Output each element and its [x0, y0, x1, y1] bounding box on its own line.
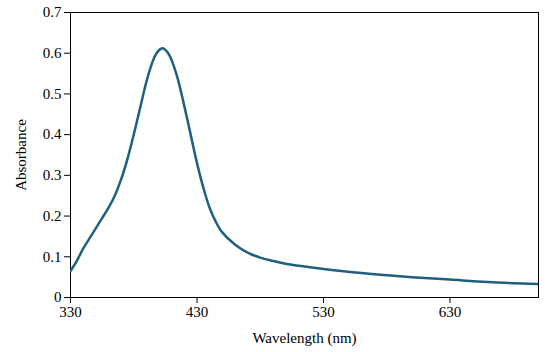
svg-text:0.4: 0.4: [43, 126, 62, 142]
svg-text:Wavelength (nm): Wavelength (nm): [252, 330, 356, 347]
svg-text:530: 530: [312, 304, 335, 320]
svg-text:0.3: 0.3: [43, 167, 62, 183]
svg-text:0.7: 0.7: [43, 4, 62, 20]
svg-text:0.2: 0.2: [43, 208, 62, 224]
svg-text:Absorbance: Absorbance: [13, 119, 29, 191]
svg-text:0.5: 0.5: [43, 86, 62, 102]
svg-text:0: 0: [54, 289, 62, 305]
svg-text:630: 630: [439, 304, 462, 320]
svg-text:0.1: 0.1: [43, 249, 62, 265]
svg-text:0.6: 0.6: [43, 45, 62, 61]
svg-text:430: 430: [186, 304, 209, 320]
svg-text:330: 330: [59, 304, 82, 320]
